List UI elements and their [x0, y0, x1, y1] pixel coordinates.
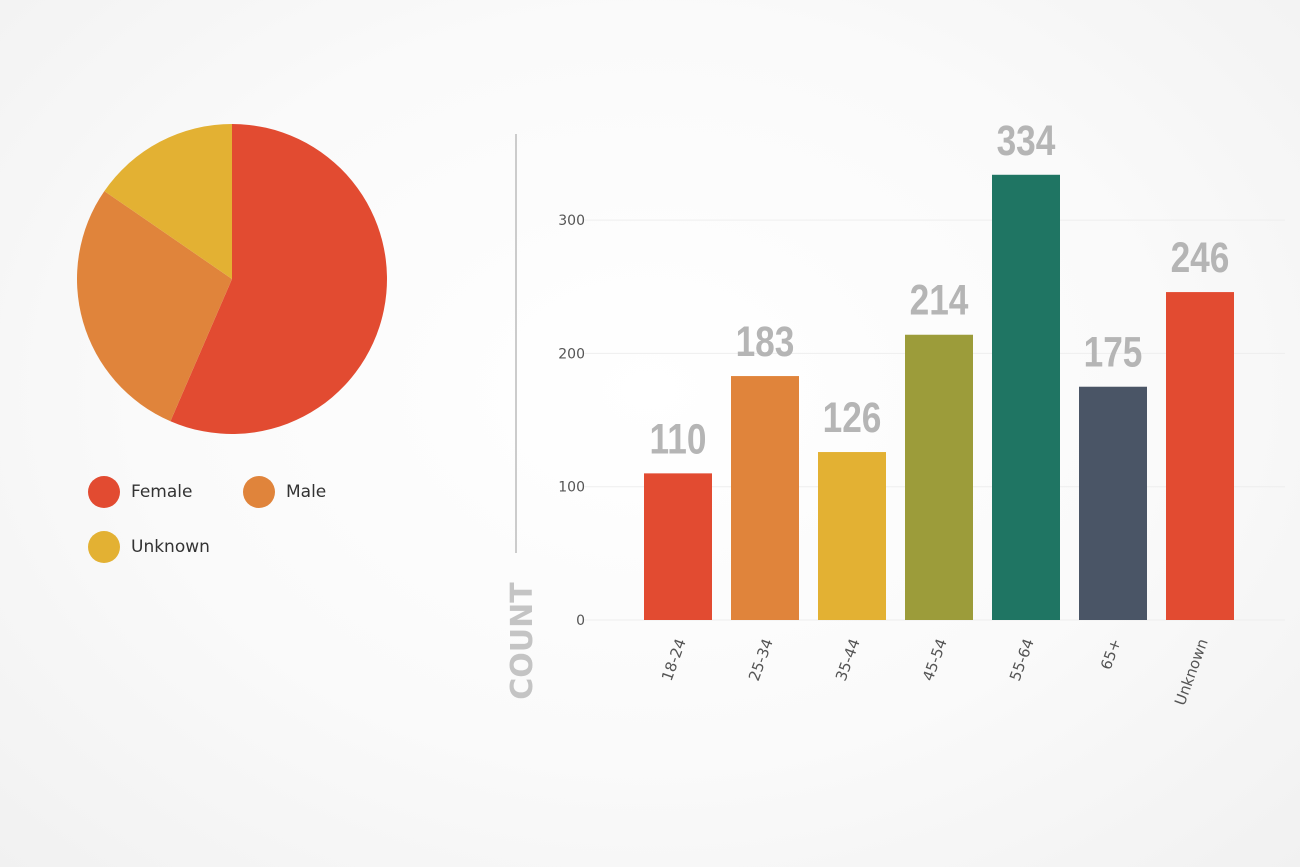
- legend-item-female: Female: [88, 476, 192, 508]
- bar-25-34: [731, 376, 799, 620]
- y-axis-title: COUNT: [505, 582, 540, 700]
- y-tick-label: 300: [558, 213, 585, 229]
- value-label-35-44: 126: [823, 394, 882, 442]
- legend-swatch-unknown: [88, 531, 120, 563]
- x-tick-label-unknown: Unknown: [1171, 636, 1212, 708]
- y-tick-label: 100: [558, 480, 585, 496]
- bar-35-44: [818, 452, 886, 620]
- value-label-25-34: 183: [736, 318, 795, 366]
- bar-18-24: [644, 473, 712, 620]
- legend-swatch-female: [88, 476, 120, 508]
- x-tick-label-45-54: 45-54: [919, 636, 951, 683]
- legend-label-female: Female: [131, 482, 193, 502]
- legend-label-unknown: Unknown: [131, 537, 210, 557]
- pie-slice-male: [77, 191, 233, 422]
- value-label-45-54: 214: [910, 276, 969, 324]
- x-tick-label-65plus: 65+: [1097, 636, 1125, 672]
- y-tick-label: 0: [576, 613, 585, 629]
- value-label-unknown: 246: [1171, 234, 1230, 282]
- y-tick-label: 200: [558, 346, 585, 362]
- value-label-55-64: 334: [997, 117, 1056, 165]
- bar-55-64: [992, 174, 1060, 620]
- x-tick-label-25-34: 25-34: [745, 636, 777, 683]
- x-tick-label-55-64: 55-64: [1006, 636, 1038, 683]
- legend-item-male: Male: [243, 476, 326, 508]
- gender-pie-chart: [77, 124, 387, 434]
- legend-swatch-male: [243, 476, 275, 508]
- bar-65plus: [1079, 386, 1147, 620]
- value-label-65plus: 175: [1084, 328, 1143, 376]
- bar-45-54: [905, 334, 973, 620]
- pie-slice-female: [170, 124, 387, 434]
- bar-unknown: [1166, 292, 1234, 620]
- legend-label-male: Male: [286, 482, 327, 502]
- legend-item-unknown: Unknown: [88, 531, 210, 563]
- x-tick-label-35-44: 35-44: [832, 636, 864, 683]
- x-tick-label-18-24: 18-24: [658, 636, 690, 683]
- pie-slice-unknown: [104, 124, 232, 279]
- value-label-18-24: 110: [650, 415, 707, 463]
